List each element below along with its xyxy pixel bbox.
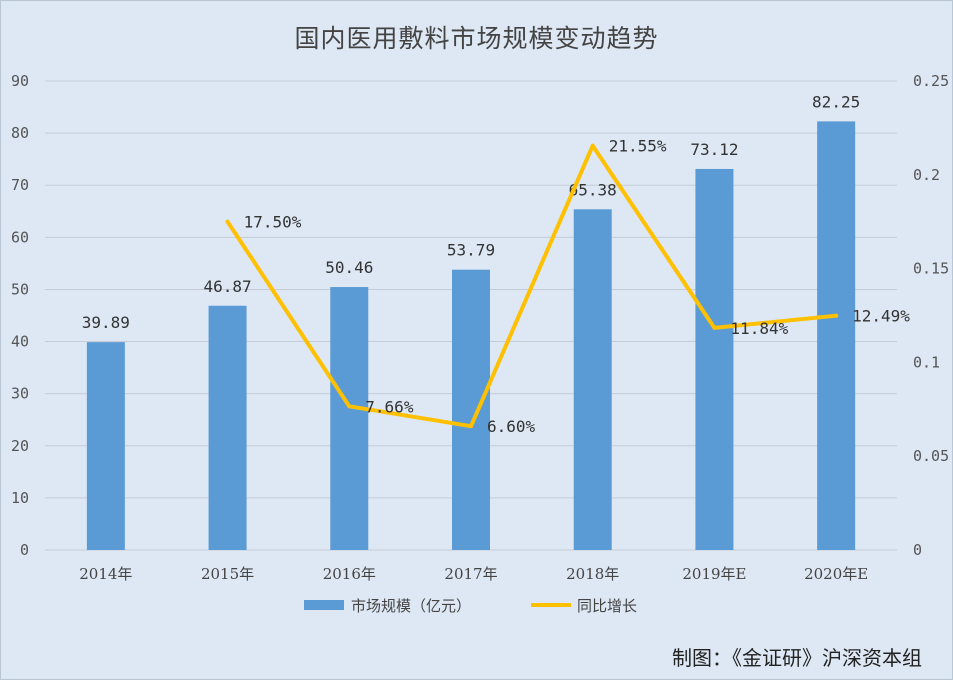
bar (817, 121, 856, 550)
bar (573, 209, 612, 551)
bar (208, 305, 247, 550)
growth-data-label: 21.55% (609, 137, 667, 156)
bar-data-label: 46.87 (203, 277, 251, 296)
y-left-tick-label: 40 (11, 333, 29, 351)
y-left-tick-label: 20 (11, 437, 29, 455)
x-tick-label: 2018年 (566, 565, 619, 583)
y-right-tick-label: 0.15 (913, 260, 949, 278)
chart-title: 国内医用敷料市场规模变动趋势 (294, 24, 659, 53)
growth-point (712, 325, 717, 330)
bar-data-label: 50.46 (325, 258, 373, 277)
x-tick-label: 2019年E (682, 565, 746, 583)
y-right-tick-label: 0 (913, 541, 922, 559)
bar (452, 269, 490, 550)
legend-line-label: 同比增长 (577, 597, 637, 615)
y-right-tick-label: 0.2 (913, 166, 940, 184)
bar (695, 168, 734, 550)
growth-point (469, 424, 473, 429)
legend-bar-swatch (304, 600, 344, 610)
y-right-tick-label: 0.25 (913, 72, 949, 90)
bar-data-label: 82.25 (812, 92, 860, 111)
credit-text: 制图：《金证研》沪深资本组 (672, 646, 922, 670)
growth-point (347, 404, 352, 409)
x-tick-label: 2020年E (804, 565, 868, 583)
legend-bar-label: 市场规模（亿元） (351, 597, 471, 615)
y-left-tick-label: 80 (11, 124, 29, 142)
y-left-tick-label: 10 (11, 489, 29, 507)
x-tick-label: 2017年 (444, 565, 497, 583)
growth-point (590, 143, 595, 148)
y-left-tick-label: 0 (20, 541, 29, 559)
bar-data-label: 65.38 (569, 180, 617, 199)
bar-data-label: 73.12 (690, 140, 738, 159)
x-tick-label: 2014年 (79, 565, 132, 583)
y-right-tick-label: 0.1 (913, 353, 940, 371)
growth-data-label: 17.50% (244, 213, 302, 232)
bar (86, 342, 125, 550)
y-right-tick-label: 0.05 (913, 447, 949, 465)
bar-data-label: 53.79 (447, 241, 495, 260)
growth-data-label: 12.49% (852, 307, 910, 326)
bar (330, 287, 369, 550)
x-tick-label: 2016年 (323, 565, 376, 583)
growth-data-label: 11.84% (730, 319, 788, 338)
growth-point (225, 219, 230, 224)
growth-data-label: 6.60% (487, 417, 536, 436)
y-left-tick-label: 90 (11, 72, 29, 90)
y-left-tick-label: 70 (11, 176, 29, 194)
y-left-tick-label: 30 (11, 385, 29, 403)
growth-data-label: 7.66% (365, 397, 414, 416)
growth-line (225, 143, 839, 429)
x-tick-label: 2015年 (201, 565, 254, 583)
y-left-tick-label: 60 (11, 228, 29, 246)
y-left-tick-label: 50 (11, 280, 29, 298)
growth-point (834, 313, 839, 318)
bar-data-label: 39.89 (82, 313, 130, 332)
